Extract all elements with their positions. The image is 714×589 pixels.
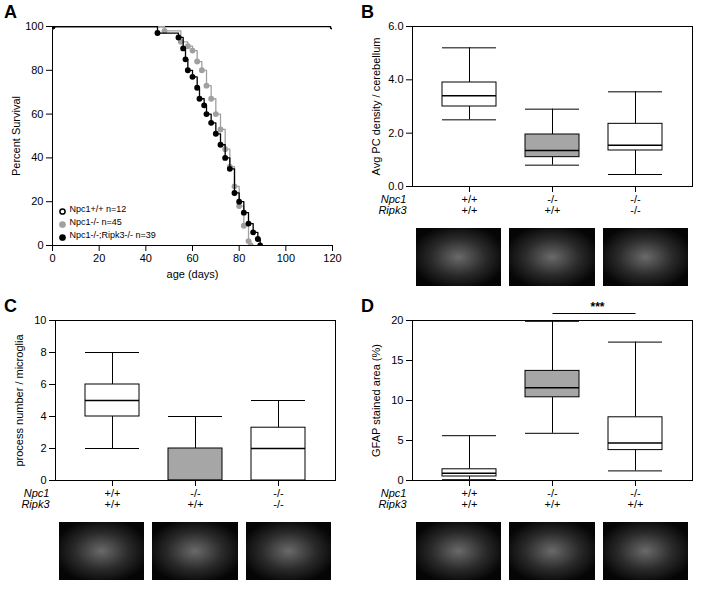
svg-text:40: 40 [31, 151, 43, 163]
svg-text:4: 4 [40, 410, 46, 422]
svg-text:Npc1+/+ n=12: Npc1+/+ n=12 [70, 204, 127, 214]
svg-text:-/-+/+: -/-+/+ [545, 193, 561, 216]
svg-text:***: *** [590, 300, 604, 314]
svg-text:80: 80 [233, 252, 245, 264]
svg-text:10: 10 [34, 314, 46, 326]
svg-text:-/-+/+: -/-+/+ [545, 487, 561, 510]
svg-text:-/-+/+: -/-+/+ [188, 487, 204, 510]
svg-text:100: 100 [25, 20, 43, 32]
svg-text:Npc1Ripk3: Npc1Ripk3 [378, 193, 407, 216]
html-text:D: D [361, 296, 374, 316]
svg-text:20: 20 [93, 252, 105, 264]
svg-text:2.0: 2.0 [388, 127, 403, 139]
svg-text:8: 8 [40, 346, 46, 358]
svg-text:+/++/+: +/++/+ [462, 193, 478, 216]
svg-text:0.0: 0.0 [388, 180, 403, 192]
svg-text:2: 2 [40, 442, 46, 454]
svg-text:+/++/+: +/++/+ [105, 487, 121, 510]
svg-text:6: 6 [40, 378, 46, 390]
svg-text:age (days): age (days) [167, 268, 219, 280]
svg-text:10: 10 [391, 394, 403, 406]
svg-text:GFAP stained area (%): GFAP stained area (%) [370, 344, 382, 457]
svg-text:process number / microglia: process number / microglia [13, 334, 25, 467]
svg-text:6.0: 6.0 [388, 20, 403, 32]
svg-text:+/++/+: +/++/+ [462, 487, 478, 510]
svg-text:-/--/-: -/--/- [630, 193, 641, 216]
svg-text:Avg PC density / cerebellum: Avg PC density / cerebellum [370, 38, 382, 176]
svg-text:-/--/-: -/--/- [273, 487, 284, 510]
svg-text:60: 60 [186, 252, 198, 264]
svg-text:4.0: 4.0 [388, 73, 403, 85]
svg-text:0: 0 [40, 474, 46, 486]
svg-text:0: 0 [37, 239, 43, 251]
svg-text:Npc1-/- n=45: Npc1-/- n=45 [70, 217, 122, 227]
svg-text:20: 20 [391, 314, 403, 326]
svg-text:5: 5 [397, 434, 403, 446]
svg-text:15: 15 [391, 354, 403, 366]
svg-text:Npc1Ripk3: Npc1Ripk3 [378, 487, 407, 510]
html-text:B: B [361, 2, 374, 22]
svg-text:80: 80 [31, 64, 43, 76]
svg-text:Npc1Ripk3: Npc1Ripk3 [21, 487, 50, 510]
svg-text:40: 40 [140, 252, 152, 264]
svg-text:0: 0 [397, 474, 403, 486]
svg-text:20: 20 [31, 195, 43, 207]
svg-text:100: 100 [277, 252, 295, 264]
html-text:A: A [4, 2, 17, 22]
svg-text:Percent Survival: Percent Survival [10, 96, 22, 176]
svg-text:Npc1-/-;Ripk3-/- n=39: Npc1-/-;Ripk3-/- n=39 [70, 230, 156, 240]
svg-text:0: 0 [49, 252, 55, 264]
svg-text:-/-+/+: -/-+/+ [628, 487, 644, 510]
html-text:C: C [4, 296, 17, 316]
svg-text:120: 120 [323, 252, 341, 264]
svg-text:60: 60 [31, 108, 43, 120]
